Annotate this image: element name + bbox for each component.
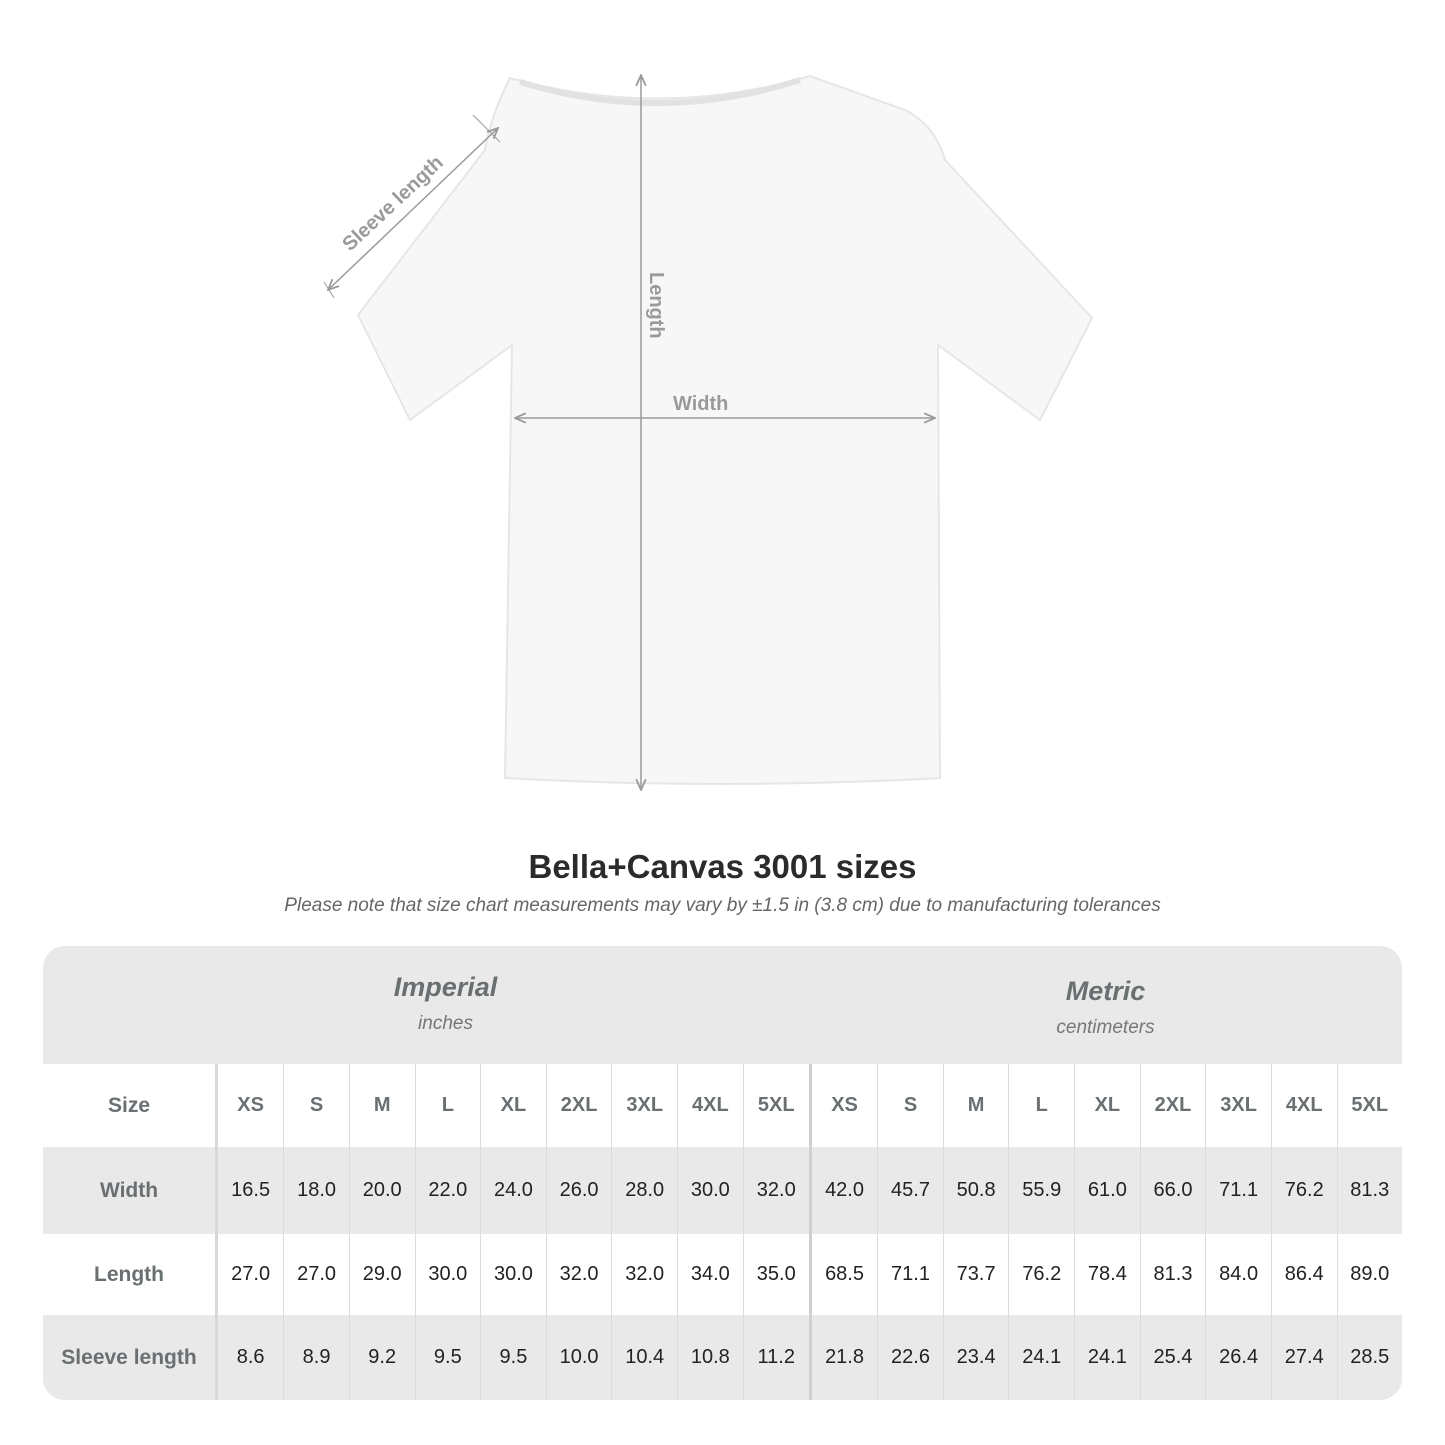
metric-value-cell: 73.7 bbox=[942, 1234, 1009, 1315]
metric-value-cell: 81.3 bbox=[1336, 1147, 1402, 1234]
metric-value-cell: 84.0 bbox=[1205, 1234, 1272, 1315]
metric-value-cell: 22.6 bbox=[877, 1315, 944, 1400]
metric-value-cell: 45.7 bbox=[877, 1147, 944, 1234]
imperial-value-cell: 11.2 bbox=[742, 1315, 811, 1400]
sleeve-length-measure-line bbox=[328, 128, 498, 290]
imperial-value-cell: 27.0 bbox=[283, 1234, 350, 1315]
length-label: Length bbox=[645, 272, 667, 339]
imperial-size-header: 5XL bbox=[742, 1064, 811, 1147]
tolerance-note: Please note that size chart measurements… bbox=[284, 895, 1161, 916]
metric-size-header: M bbox=[942, 1064, 1009, 1147]
metric-value-cell: 71.1 bbox=[1205, 1147, 1272, 1234]
imperial-value-cell: 22.0 bbox=[414, 1147, 481, 1234]
table-row: Width 16.5 18.0 20.0 22.0 24.0 26.0 28.0 30.0 32.… bbox=[43, 1147, 1402, 1234]
imperial-value-cell: 30.0 bbox=[480, 1234, 547, 1315]
imperial-size-header: M bbox=[348, 1064, 416, 1147]
imperial-value-cell: 32.0 bbox=[742, 1147, 811, 1234]
metric-value-cell: 86.4 bbox=[1270, 1234, 1338, 1315]
width-label: Width bbox=[673, 393, 728, 415]
metric-value-cell: 25.4 bbox=[1139, 1315, 1206, 1400]
imperial-size-header: 2XL bbox=[545, 1064, 612, 1147]
metric-value-cell: 26.4 bbox=[1205, 1315, 1272, 1400]
metric-size-header: S bbox=[877, 1064, 944, 1147]
metric-value-cell: 71.1 bbox=[877, 1234, 944, 1315]
imperial-value-cell: 24.0 bbox=[480, 1147, 547, 1234]
imperial-size-header: 3XL bbox=[611, 1064, 678, 1147]
imperial-value-cell: 26.0 bbox=[545, 1147, 612, 1234]
imperial-size-header: L bbox=[414, 1064, 481, 1147]
metric-size-header: 2XL bbox=[1139, 1064, 1206, 1147]
imperial-value-cell: 9.5 bbox=[480, 1315, 547, 1400]
metric-value-cell: 76.2 bbox=[1008, 1234, 1075, 1315]
metric-value-cell: 27.4 bbox=[1270, 1315, 1338, 1400]
tshirt-diagram: Sleeve length Length Width bbox=[323, 0, 1094, 820]
imperial-size-header: S bbox=[283, 1064, 350, 1147]
imperial-value-cell: 8.9 bbox=[283, 1315, 350, 1400]
size-label: Size bbox=[43, 1064, 218, 1147]
metric-title: Metric bbox=[1065, 976, 1146, 1006]
metric-value-cell: 21.8 bbox=[808, 1315, 878, 1400]
imperial-value-cell: 30.0 bbox=[677, 1147, 744, 1234]
metric-value-cell: 89.0 bbox=[1336, 1234, 1402, 1315]
page-title: Bella+Canvas 3001 sizes bbox=[528, 848, 917, 885]
imperial-value-cell: 16.5 bbox=[215, 1147, 284, 1234]
imperial-value-cell: 8.6 bbox=[215, 1315, 284, 1400]
imperial-value-cell: 34.0 bbox=[677, 1234, 744, 1315]
imperial-value-cell: 9.2 bbox=[348, 1315, 416, 1400]
row-label: Sleeve length bbox=[43, 1315, 218, 1400]
metric-unit: centimeters bbox=[1056, 1017, 1155, 1038]
imperial-value-cell: 18.0 bbox=[283, 1147, 350, 1234]
metric-value-cell: 61.0 bbox=[1074, 1147, 1141, 1234]
metric-size-header: L bbox=[1008, 1064, 1075, 1147]
imperial-value-cell: 28.0 bbox=[611, 1147, 678, 1234]
metric-value-cell: 24.1 bbox=[1074, 1315, 1141, 1400]
table-row: Sleeve length 8.6 8.9 9.2 9.5 9.5 10.0 10.4 10.8… bbox=[43, 1315, 1402, 1400]
imperial-size-header: 4XL bbox=[677, 1064, 744, 1147]
imperial-value-cell: 32.0 bbox=[611, 1234, 678, 1315]
imperial-header: Imperial inches bbox=[215, 946, 676, 1090]
metric-value-cell: 81.3 bbox=[1139, 1234, 1206, 1315]
metric-size-header: 5XL bbox=[1336, 1064, 1402, 1147]
imperial-value-cell: 10.8 bbox=[677, 1315, 744, 1400]
metric-value-cell: 66.0 bbox=[1139, 1147, 1206, 1234]
metric-value-cell: 68.5 bbox=[808, 1234, 878, 1315]
metric-size-header: 4XL bbox=[1270, 1064, 1338, 1147]
tshirt-image bbox=[356, 74, 1094, 785]
metric-value-cell: 78.4 bbox=[1074, 1234, 1141, 1315]
imperial-value-cell: 10.0 bbox=[545, 1315, 612, 1400]
metric-header: Metric centimeters bbox=[809, 946, 1402, 1094]
metric-value-cell: 24.1 bbox=[1008, 1315, 1075, 1400]
imperial-value-cell: 27.0 bbox=[215, 1234, 284, 1315]
imperial-value-cell: 30.0 bbox=[414, 1234, 481, 1315]
metric-value-cell: 50.8 bbox=[942, 1147, 1009, 1234]
metric-size-header: XL bbox=[1074, 1064, 1141, 1147]
imperial-value-cell: 35.0 bbox=[742, 1234, 811, 1315]
metric-size-header: XS bbox=[808, 1064, 878, 1147]
metric-value-cell: 55.9 bbox=[1008, 1147, 1075, 1234]
size-chart: Imperial inches Metric centimeters Size X… bbox=[43, 946, 1402, 1400]
metric-value-cell: 42.0 bbox=[808, 1147, 878, 1234]
metric-value-cell: 28.5 bbox=[1336, 1315, 1402, 1400]
metric-value-cell: 76.2 bbox=[1270, 1147, 1338, 1234]
imperial-unit: inches bbox=[418, 1013, 473, 1034]
imperial-size-header: XL bbox=[480, 1064, 547, 1147]
imperial-title: Imperial bbox=[393, 972, 498, 1002]
imperial-value-cell: 32.0 bbox=[545, 1234, 612, 1315]
size-header-row: Size XS S M L XL 2XL 3XL 4XL 5XL XS S M L XL 2XL 3XL 4XL 5… bbox=[43, 1064, 1402, 1147]
row-label: Length bbox=[43, 1234, 218, 1315]
imperial-size-header: XS bbox=[215, 1064, 284, 1147]
row-label: Width bbox=[43, 1147, 218, 1234]
collar bbox=[519, 77, 801, 106]
size-table: Size XS S M L XL 2XL 3XL 4XL 5XL XS S M L XL 2XL 3XL 4XL 5… bbox=[43, 1064, 1402, 1400]
imperial-value-cell: 9.5 bbox=[414, 1315, 481, 1400]
metric-size-header: 3XL bbox=[1205, 1064, 1272, 1147]
metric-value-cell: 23.4 bbox=[942, 1315, 1009, 1400]
imperial-value-cell: 29.0 bbox=[348, 1234, 416, 1315]
imperial-value-cell: 20.0 bbox=[348, 1147, 416, 1234]
table-row: Length 27.0 27.0 29.0 30.0 30.0 32.0 32.0 34.0 35… bbox=[43, 1234, 1402, 1315]
imperial-value-cell: 10.4 bbox=[611, 1315, 678, 1400]
